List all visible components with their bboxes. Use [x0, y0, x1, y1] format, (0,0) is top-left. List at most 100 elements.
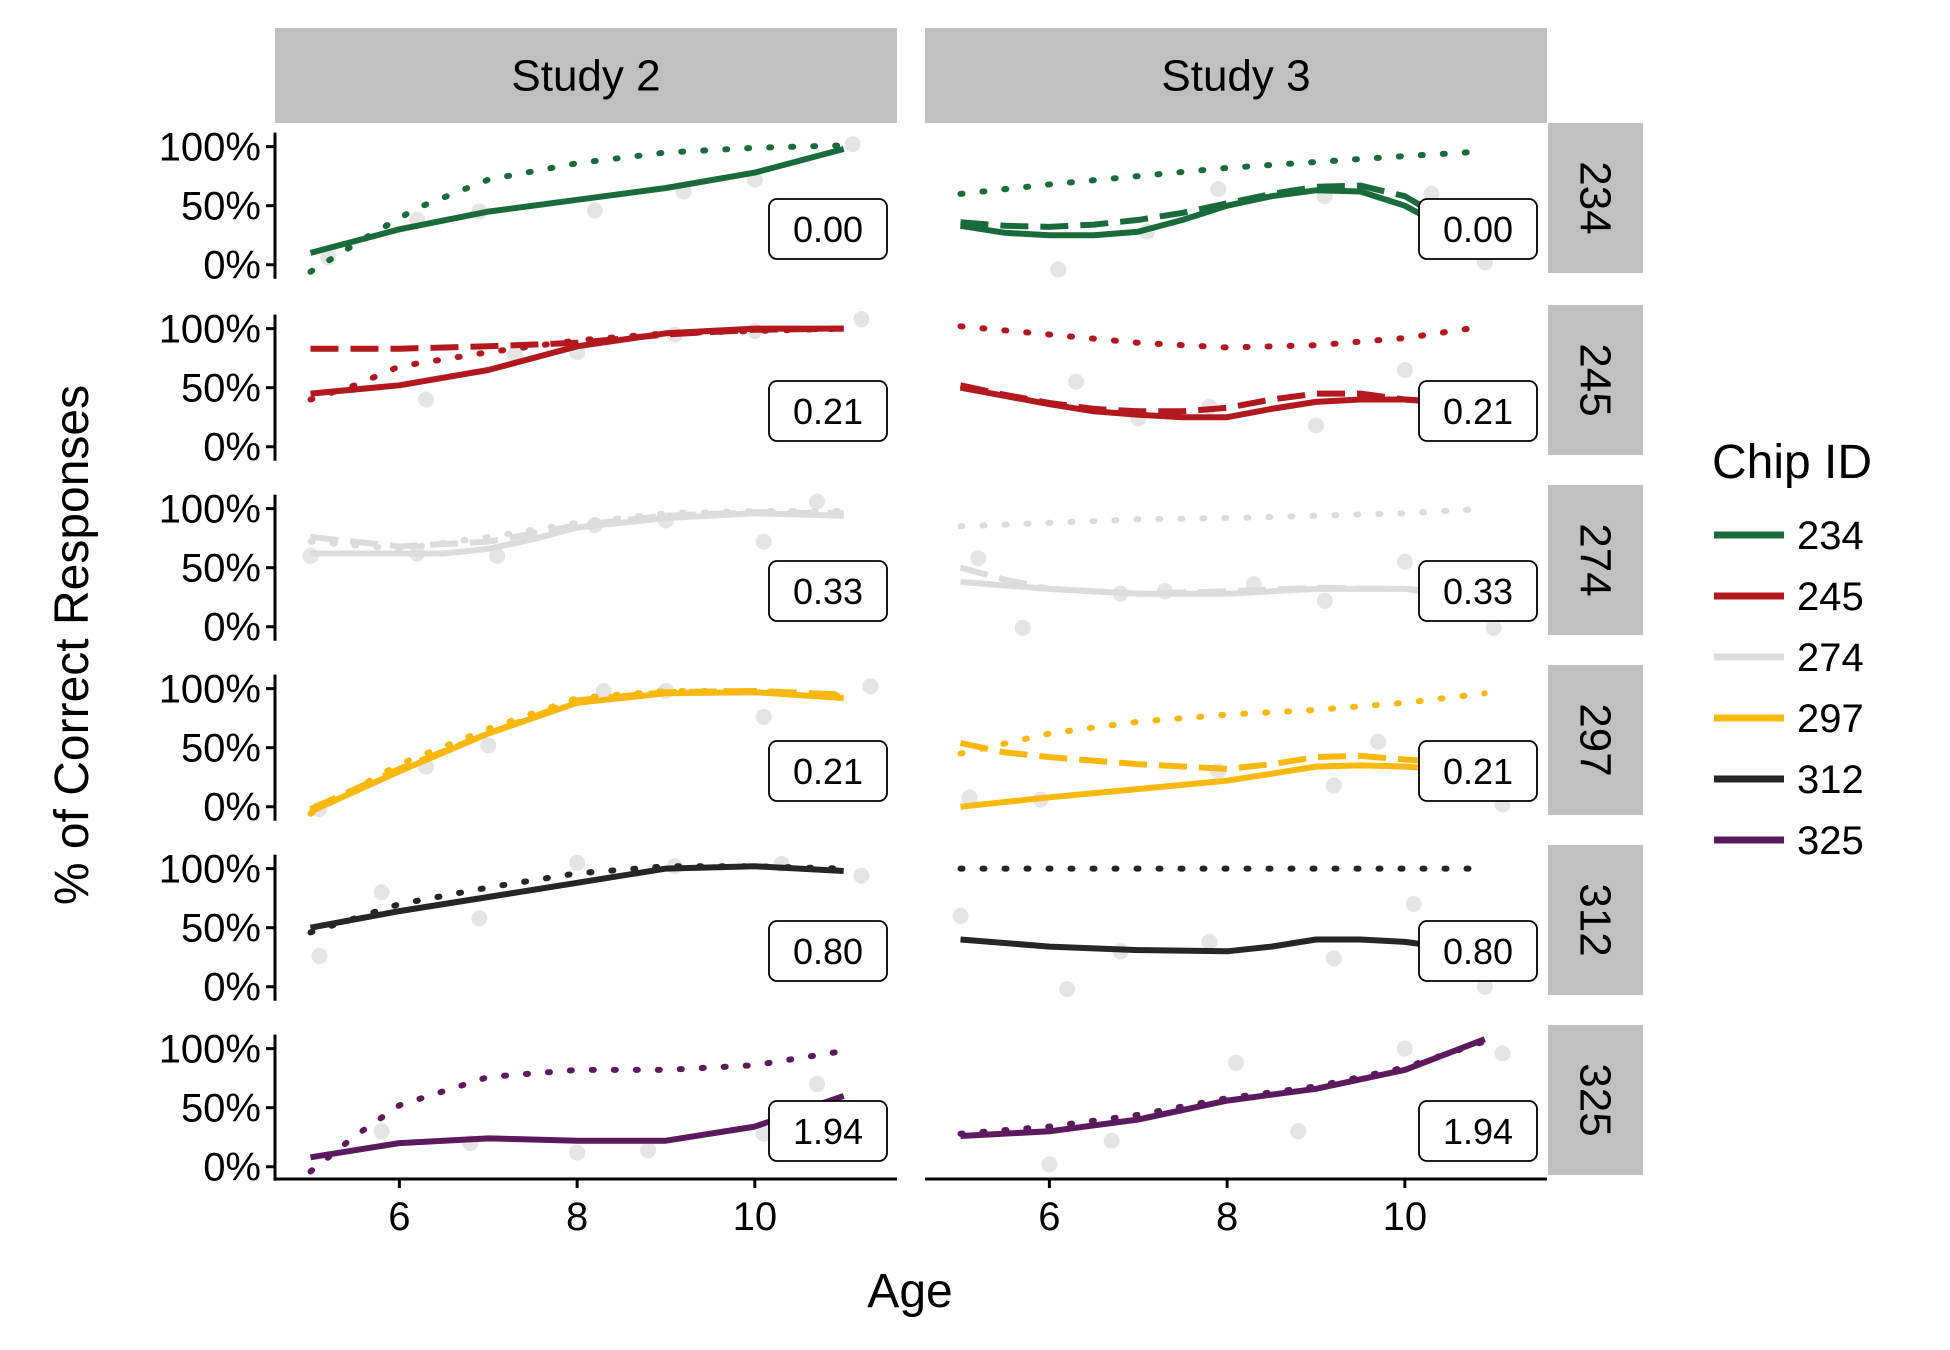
value-label: 0.80: [793, 931, 863, 972]
value-label: 0.21: [793, 391, 863, 432]
data-point: [853, 867, 870, 884]
data-point: [311, 948, 328, 965]
series-line-dotted: [307, 508, 847, 552]
facet-panel: 0.33: [302, 493, 888, 622]
y-tick-label: 100%: [159, 668, 261, 712]
y-tick-label: 0%: [203, 1146, 261, 1190]
data-point: [1014, 619, 1031, 636]
value-label: 0.21: [1443, 391, 1513, 432]
data-point: [1370, 733, 1387, 750]
legend-label: 297: [1797, 697, 1864, 741]
facet-panel: 0.21: [957, 690, 1538, 813]
series-line-solid: [960, 936, 1441, 955]
legend-label: 325: [1797, 819, 1864, 863]
row-strip: [1548, 123, 1643, 273]
row-strip-label: 234: [1571, 161, 1620, 234]
data-point: [1041, 1156, 1058, 1173]
data-point: [952, 907, 969, 924]
data-point: [1228, 1054, 1244, 1071]
facet-panel: 0.33: [957, 505, 1538, 636]
row-strip: [1548, 485, 1643, 635]
value-label: 0.00: [793, 209, 863, 250]
data-point: [1325, 950, 1342, 967]
legend: Chip ID 234 245 274 297 312 325: [1712, 436, 1872, 863]
x-tick-label: 10: [1383, 1195, 1428, 1239]
data-point: [755, 533, 772, 550]
series-line-solid: [960, 1036, 1486, 1139]
value-label: 0.33: [1443, 571, 1513, 612]
data-point: [1210, 181, 1227, 198]
data-point: [1476, 978, 1493, 995]
y-tick-label: 50%: [181, 547, 261, 591]
value-label-box: [768, 560, 888, 622]
facet-strips: Study 2 Study 3 234 245 274 297 312 325: [275, 28, 1643, 1175]
y-tick-label: 50%: [181, 367, 261, 411]
data-point: [640, 1142, 657, 1159]
row-strip-label: 274: [1571, 523, 1620, 596]
data-point: [1396, 553, 1413, 570]
y-tick-label: 0%: [203, 606, 261, 650]
data-point: [755, 708, 772, 725]
series-line-solid: [310, 325, 844, 397]
series-line-dotted: [307, 142, 847, 275]
facet-panel: 0.00: [307, 136, 888, 275]
y-tick-label: 100%: [159, 126, 261, 170]
row-strip: [1548, 1025, 1643, 1175]
y-tick-label: 100%: [159, 308, 261, 352]
y-tick-label: 100%: [159, 1028, 261, 1072]
value-label: 0.21: [1443, 751, 1513, 792]
data-point: [586, 202, 603, 219]
series-line-dashed: [309, 688, 844, 812]
row-strip: [1548, 305, 1643, 455]
value-label-box: [1418, 920, 1538, 982]
x-tick-label: 6: [388, 1195, 410, 1239]
data-point: [569, 854, 586, 871]
data-point: [569, 1144, 586, 1161]
data-point: [1290, 1123, 1307, 1140]
data-point: [480, 737, 497, 754]
legend-label: 312: [1797, 758, 1864, 802]
data-point: [1059, 981, 1076, 998]
series-line-solid: [309, 863, 844, 931]
value-label: 1.94: [1443, 1111, 1513, 1152]
data-point: [1405, 896, 1422, 913]
value-label-box: [1418, 560, 1538, 622]
legend-label: 245: [1797, 575, 1864, 619]
value-label: 1.94: [793, 1111, 863, 1152]
facet-panel: 0.21: [307, 678, 888, 818]
data-point: [373, 884, 390, 901]
series-line-solid: [960, 762, 1441, 810]
series-line-dotted: [307, 1048, 847, 1175]
data-point: [1396, 1040, 1413, 1057]
y-tick-label: 0%: [203, 966, 261, 1010]
value-label-box: [1418, 380, 1538, 442]
facet-panel: 0.21: [957, 323, 1538, 442]
x-tick-label: 10: [733, 1195, 778, 1239]
data-point: [853, 311, 870, 328]
value-label: 0.21: [793, 751, 863, 792]
series-line-solid: [309, 146, 845, 256]
data-point: [1050, 261, 1067, 278]
legend-label: 274: [1797, 636, 1864, 680]
x-tick-label: 8: [1216, 1195, 1238, 1239]
data-point: [1485, 619, 1502, 636]
x-tick-label: 6: [1038, 1195, 1060, 1239]
data-point: [1068, 373, 1085, 390]
data-point: [1494, 1045, 1511, 1062]
data-point: [418, 391, 435, 408]
value-label: 0.00: [1443, 209, 1513, 250]
column-strip: [275, 28, 897, 123]
data-point: [809, 1076, 826, 1093]
series-line-dotted: [957, 1038, 1488, 1137]
series-line-dashed: [310, 325, 844, 352]
legend-label: 234: [1797, 514, 1864, 558]
series-line-dotted: [307, 863, 847, 936]
series-line-dashed: [959, 564, 1441, 597]
x-tick-label: 8: [566, 1195, 588, 1239]
y-axis-title: % of Correct Responses: [46, 385, 99, 905]
data-point: [1201, 933, 1218, 950]
series-line-dotted: [957, 505, 1488, 530]
facet-panel: 0.80: [307, 854, 888, 982]
y-tick-label: 0%: [203, 426, 261, 470]
